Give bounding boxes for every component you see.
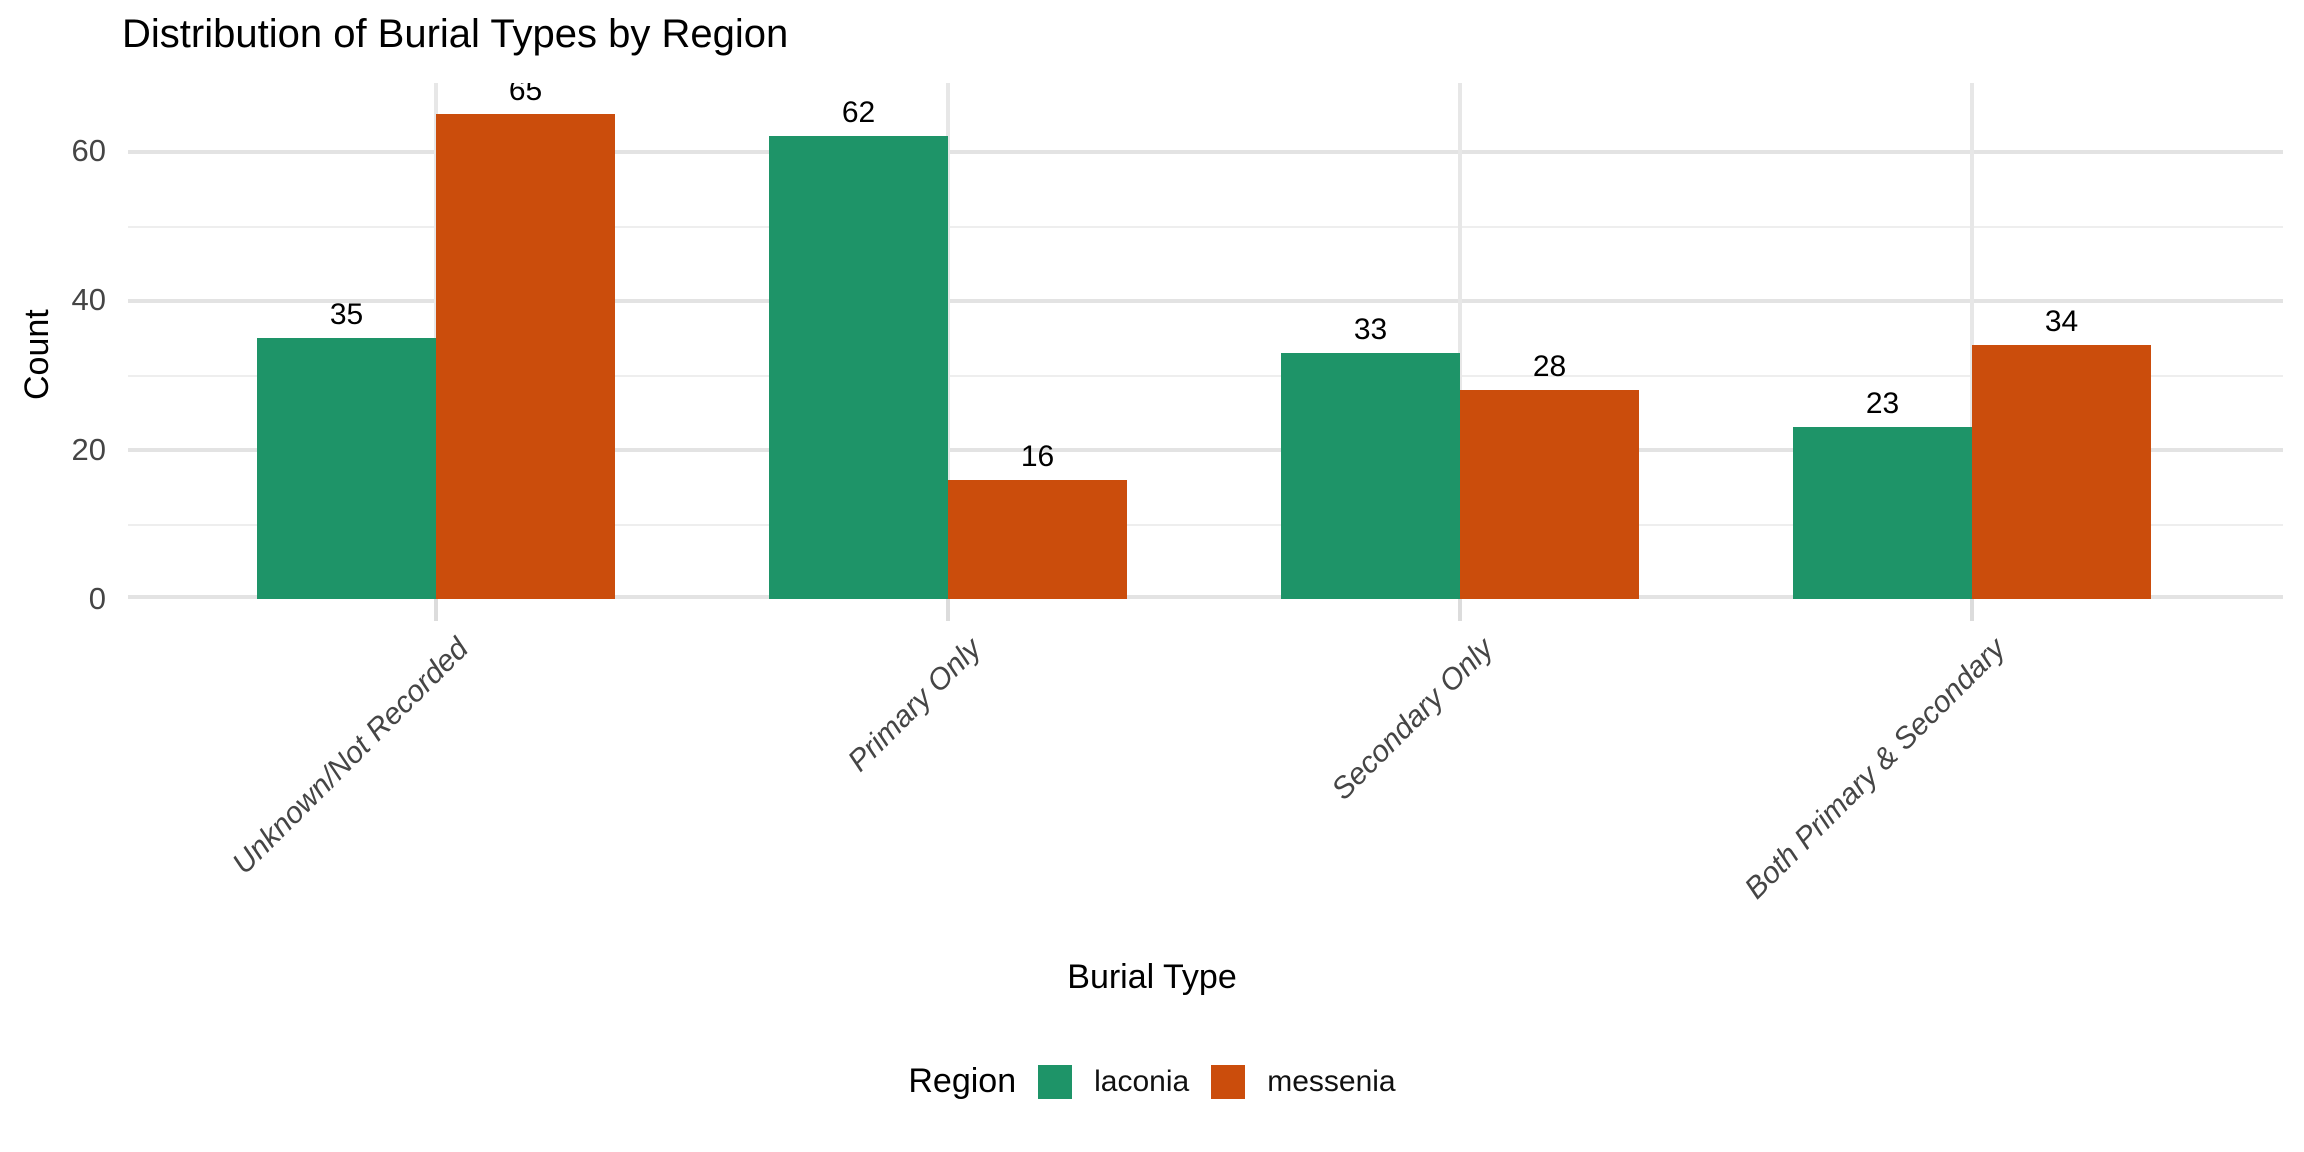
gridline-x-cat4 (1970, 83, 1974, 599)
x-tick-mark (434, 599, 438, 621)
x-axis-title: Burial Type (1067, 958, 1237, 996)
y-axis-title: Count (18, 309, 56, 400)
bar-value-label: 33 (1353, 313, 1388, 346)
gridline-y40 (128, 299, 2283, 303)
bar-messenia-unknown (436, 114, 615, 599)
bar-messenia-secondary (1460, 390, 1639, 599)
legend-label-messenia: messenia (1267, 1064, 1396, 1098)
bar-value-label: 34 (2044, 305, 2079, 338)
y-tick-label-60: 60 (71, 133, 106, 168)
x-category-label-unknown: Unknown/Not Recorded (226, 632, 476, 881)
bar-messenia-both (1972, 345, 2151, 599)
x-tick-mark (1458, 599, 1462, 621)
gridline-y10 (128, 524, 2283, 526)
bar-value-label: 16 (1020, 440, 1055, 473)
gridline-y60 (128, 150, 2283, 154)
x-category-label-secondary: Secondary Only (1325, 632, 1500, 807)
x-tick-mark (946, 599, 950, 621)
x-category-label-both: Both Primary & Secondary (1738, 632, 2012, 906)
gridline-y30 (128, 375, 2283, 377)
bar-value-label: 28 (1532, 350, 1567, 383)
x-category-label-primary: Primary Only (841, 632, 988, 778)
gridline-y0 (128, 595, 2283, 599)
bar-value-label: 62 (841, 96, 876, 129)
gridline-x-cat2 (946, 83, 950, 599)
y-tick-label-0: 0 (88, 581, 106, 616)
gridline-y20 (128, 448, 2283, 452)
bar-laconia-both (1793, 427, 1972, 599)
legend-swatch-laconia (1038, 1064, 1073, 1099)
bar-laconia-secondary (1281, 353, 1460, 599)
gridline-x-cat3 (1458, 83, 1462, 599)
plot-panel: 35 65 62 16 33 28 23 34 (128, 83, 2283, 599)
bar-value-label: 23 (1865, 387, 1900, 420)
legend-swatch-messenia (1211, 1064, 1246, 1099)
chart-title: Distribution of Burial Types by Region (122, 12, 789, 56)
gridline-y50 (128, 226, 2283, 228)
bar-value-label: 65 (508, 83, 543, 107)
y-tick-label-20: 20 (71, 432, 106, 467)
bar-laconia-unknown (257, 338, 436, 599)
legend-title: Region (908, 1062, 1017, 1100)
bar-messenia-primary (948, 480, 1127, 599)
legend-label-laconia: laconia (1094, 1064, 1190, 1098)
bar-value-label: 35 (329, 298, 364, 331)
x-tick-mark (1970, 599, 1974, 621)
legend: Region laconia messenia (0, 1062, 2304, 1101)
y-tick-label-40: 40 (71, 282, 106, 317)
bar-laconia-primary (769, 136, 948, 599)
